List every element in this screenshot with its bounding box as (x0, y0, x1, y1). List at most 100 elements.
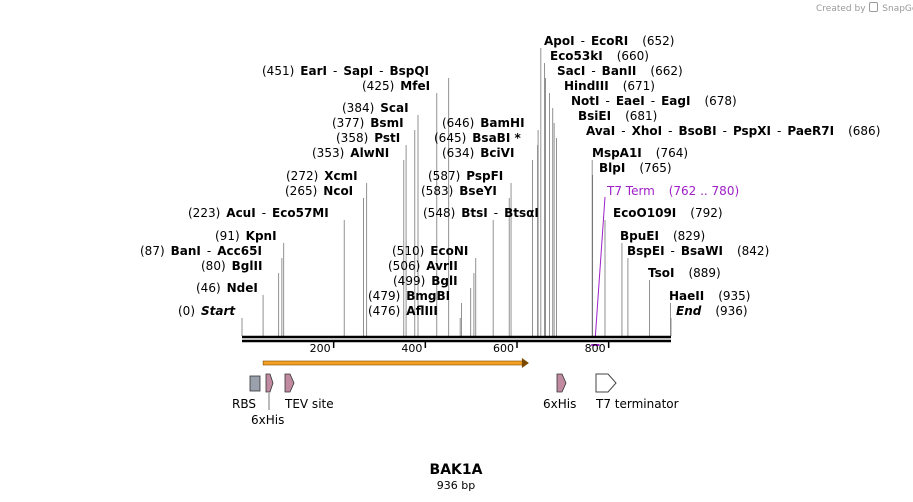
enzyme-name: BtsI (461, 206, 488, 220)
enzyme-name: PaeR7I (787, 124, 835, 138)
site-label[interactable]: (80) BglII (201, 259, 262, 273)
ruler-ticks (332, 341, 610, 348)
site-position: (384) (342, 101, 375, 115)
site-label[interactable]: BlpI (765) (599, 161, 672, 175)
name-separator: - (621, 124, 626, 138)
site-label[interactable]: TsoI (889) (648, 266, 721, 280)
site-position: (353) (312, 146, 345, 160)
site-label[interactable]: (353) AlwNI (312, 146, 389, 160)
primer-name: T7 Term (607, 184, 655, 198)
orf-bar[interactable] (262, 360, 524, 366)
site-position: (272) (286, 169, 319, 183)
site-label[interactable]: MspA1I (764) (592, 146, 688, 160)
site-label[interactable]: BspEI - BsaWI (842) (627, 244, 769, 258)
site-label[interactable]: SacI - BanII (662) (557, 64, 683, 78)
site-position: (451) (262, 64, 295, 78)
site-label[interactable]: (506) AvrII (388, 259, 458, 273)
site-label[interactable]: (0) Start (178, 304, 235, 318)
site-label[interactable]: (272) XcmI (286, 169, 358, 183)
rbs-feature[interactable] (249, 375, 261, 392)
primer-binding-mark[interactable] (591, 344, 600, 346)
orf-arrow[interactable] (262, 358, 529, 368)
map-title: BAK1A (429, 462, 483, 478)
site-label[interactable]: (548) BtsI - BtsαI (423, 206, 539, 220)
name-separator: - (722, 124, 727, 138)
site-label[interactable]: (479) BmgBI (368, 289, 450, 303)
enzyme-name: TsoI (648, 266, 675, 280)
site-position: (889) (688, 266, 721, 280)
site-label[interactable]: EcoO109I (792) (613, 206, 723, 220)
site-position: (583) (421, 184, 454, 198)
site-label[interactable]: (451) EarI - SapI - BspQI (262, 64, 429, 78)
enzyme-name: HaeII (669, 289, 705, 303)
site-label[interactable]: BpuEI (829) (620, 229, 705, 243)
site-position: (476) (368, 304, 401, 318)
enzyme-name: PstI (374, 131, 401, 145)
site-position: (87) (140, 244, 165, 258)
feature-label-tev-site: TEV site (285, 397, 334, 411)
site-label[interactable]: (510) EcoNI (392, 244, 468, 258)
site-position: (479) (368, 289, 401, 303)
his-tag-feature-2[interactable] (556, 373, 567, 393)
site-position: (764) (655, 146, 689, 160)
site-label[interactable]: (91) KpnI (215, 229, 277, 243)
site-position: (936) (715, 304, 748, 318)
enzyme-name: EaeI (615, 94, 645, 108)
site-label[interactable]: (425) MfeI (362, 79, 430, 93)
enzyme-name: BsaWI (680, 244, 723, 258)
enzyme-name: Eco57MI (272, 206, 329, 220)
name-separator: - (650, 94, 656, 108)
site-label[interactable]: HaeII (935) (669, 289, 751, 303)
site-label[interactable]: (587) PspFI (428, 169, 503, 183)
site-label[interactable]: Eco53kI (660) (550, 49, 649, 63)
enzyme-name: EagI (661, 94, 691, 108)
primer-label-t7-term[interactable]: T7 Term (762 .. 780) (607, 184, 739, 198)
enzyme-name: ScaI (380, 101, 409, 115)
site-label[interactable]: (377) BsmI (332, 116, 404, 130)
map-length: 936 bp (436, 479, 476, 492)
primer-range: (762 .. 780) (668, 184, 740, 198)
enzyme-name: PspFI (466, 169, 504, 183)
site-label[interactable]: (645) BsaBI * (434, 131, 521, 145)
enzyme-name: MfeI (400, 79, 431, 93)
site-position: (671) (622, 79, 655, 93)
site-label[interactable]: (476) AflIII (368, 304, 438, 318)
site-position: (506) (388, 259, 421, 273)
site-position: (265) (285, 184, 318, 198)
site-label[interactable]: HindIII (671) (564, 79, 655, 93)
feature-label-t7-terminator: T7 terminator (596, 397, 679, 411)
feature-label-6xhis-2: 6xHis (543, 397, 577, 411)
site-label[interactable]: (87) BanI - Acc65I (140, 244, 262, 258)
his-tag-feature-1[interactable] (265, 373, 274, 393)
enzyme-name: BseYI (459, 184, 497, 198)
site-position: (765) (639, 161, 672, 175)
site-label[interactable]: (634) BciVI (442, 146, 514, 160)
site-label[interactable]: (499) BglI (393, 274, 458, 288)
site-position: (425) (362, 79, 395, 93)
site-label[interactable]: AvaI - XhoI - BsoBI - PspXI - PaeR7I (686) (586, 124, 880, 138)
feature-track (249, 373, 617, 410)
site-label[interactable]: (46) NdeI (196, 281, 258, 295)
site-position: (91) (215, 229, 240, 243)
enzyme-name: AvrII (426, 259, 458, 273)
site-label[interactable]: (223) AcuI - Eco57MI (188, 206, 329, 220)
site-position: (377) (332, 116, 365, 130)
site-label[interactable]: (265) NcoI (285, 184, 353, 198)
site-label[interactable]: ApoI - EcoRI (652) (544, 34, 674, 48)
enzyme-name: BamHI (480, 116, 525, 130)
tev-site-feature[interactable] (284, 373, 295, 393)
site-label[interactable]: BsiEI (681) (578, 109, 657, 123)
site-position: (792) (690, 206, 723, 220)
site-label[interactable]: (646) BamHI (442, 116, 525, 130)
t7-terminator-feature[interactable] (595, 373, 617, 393)
site-position: (652) (642, 34, 675, 48)
site-label[interactable]: (358) PstI (336, 131, 400, 145)
enzyme-name: BspEI (627, 244, 665, 258)
enzyme-name: EcoO109I (613, 206, 677, 220)
site-label[interactable]: (583) BseYI (421, 184, 497, 198)
site-label[interactable]: NotI - EaeI - EagI (678) (571, 94, 737, 108)
site-label[interactable]: (384) ScaI (342, 101, 409, 115)
site-label[interactable]: End (936) (676, 304, 748, 318)
name-separator: - (605, 94, 610, 108)
credit-brand: SnapGene (882, 4, 913, 14)
